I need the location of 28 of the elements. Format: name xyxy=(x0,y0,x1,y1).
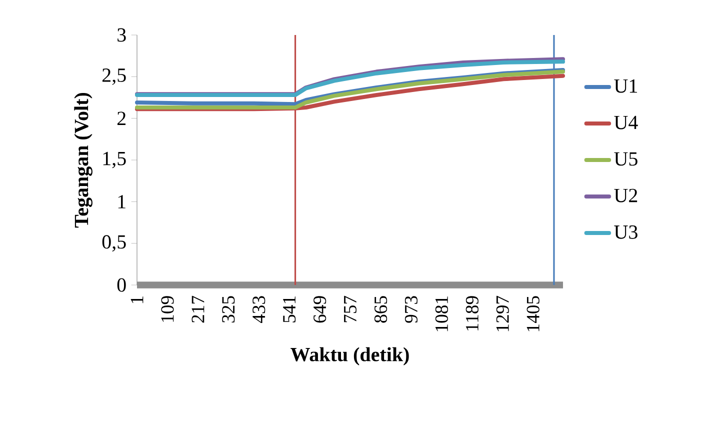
x-tick-label: 973 xyxy=(404,296,418,323)
legend-label: U1 xyxy=(614,79,637,93)
x-tick-label: 433 xyxy=(252,296,266,324)
y-tick-label: 3 xyxy=(118,28,126,42)
x-tick-label: 865 xyxy=(374,296,388,323)
x-tick-label: 1189 xyxy=(466,296,478,330)
x-tick-label: 649 xyxy=(314,296,326,323)
x-tick-label: 217 xyxy=(192,296,204,323)
y-tick-label: 2,5 xyxy=(102,68,126,85)
x-tick-label: 1405 xyxy=(526,296,540,332)
x-axis-title: Waktu (detik) xyxy=(290,347,409,366)
x-tick-label: 109 xyxy=(161,296,174,322)
legend-label: U4 xyxy=(614,116,638,130)
y-tick-label: 0,5 xyxy=(102,235,126,252)
x-tick-label: 757 xyxy=(344,296,356,322)
legend-label: U2 xyxy=(614,188,638,202)
x-tick-label: 1081 xyxy=(435,296,448,332)
y-tick-label: 0 xyxy=(117,278,126,292)
x-tick-label: 541 xyxy=(283,296,296,322)
legend-label: U3 xyxy=(614,225,638,239)
y-tick-label: 2 xyxy=(117,112,126,125)
y-tick-label: 1,5 xyxy=(103,152,126,168)
x-tick-label: 1 xyxy=(130,296,144,304)
legend-label: U5 xyxy=(614,152,638,166)
x-tick-label: 1297 xyxy=(496,296,509,332)
x-tick-label: 325 xyxy=(222,296,235,323)
y-axis-title: Tegangan (Volt) xyxy=(74,92,92,228)
y-tick-label: 1 xyxy=(118,195,126,208)
